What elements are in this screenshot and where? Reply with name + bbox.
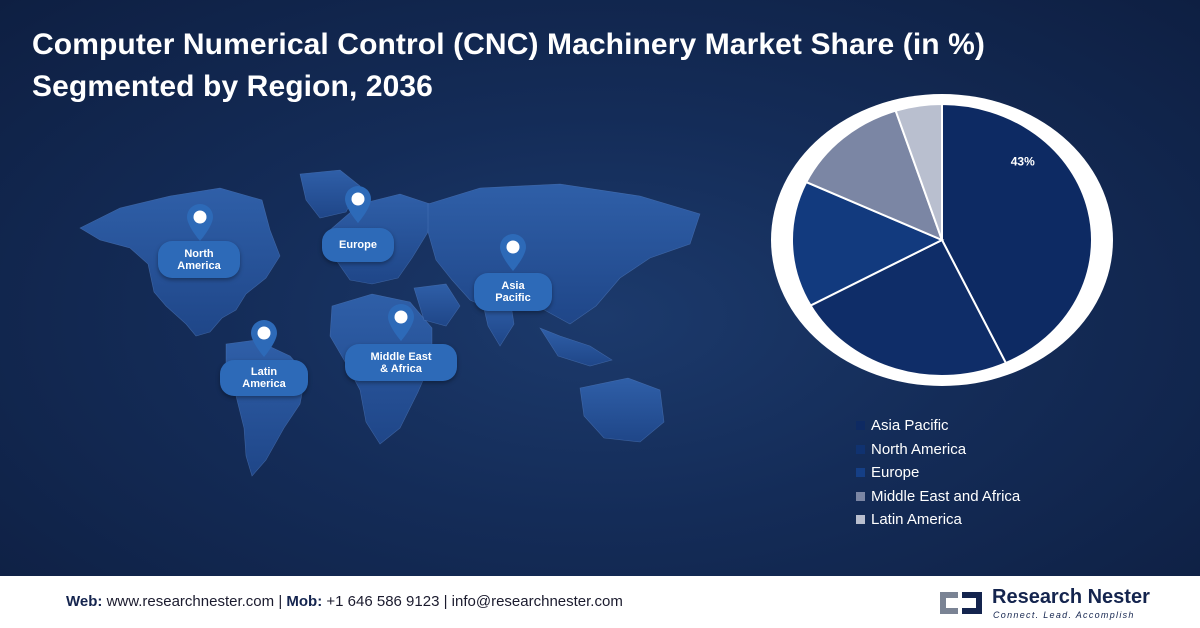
australia-shape bbox=[579, 377, 665, 443]
pie-legend: Asia Pacific North America Europe Middle… bbox=[856, 414, 1020, 532]
latin-america-pin-icon bbox=[251, 320, 277, 357]
research-nester-logo: Research Nester Connect. Lead. Accomplis… bbox=[936, 584, 1150, 622]
legend-item-asia-pacific: Asia Pacific bbox=[856, 414, 1020, 438]
legend-label: Europe bbox=[871, 464, 920, 482]
web-label: Web: bbox=[66, 593, 103, 610]
europe-label: Europe bbox=[322, 228, 394, 262]
legend-item-latin-america: Latin America bbox=[856, 508, 1020, 532]
pie-slice-middle-east-africa bbox=[804, 109, 944, 242]
latin-america-label-line-1: Latin bbox=[250, 366, 278, 378]
pie-slice-north-america bbox=[809, 238, 1008, 377]
asia-pacific-label: Asia Pacific bbox=[474, 273, 552, 311]
southeast-asia-shape bbox=[539, 327, 613, 367]
legend-swatch bbox=[856, 421, 865, 431]
separator: | bbox=[278, 593, 283, 610]
arabia-shape bbox=[413, 283, 461, 327]
greenland-shape bbox=[299, 169, 361, 219]
chart-title: Computer Numerical Control (CNC) Machine… bbox=[32, 24, 985, 108]
asia-pacific-pin-icon bbox=[500, 234, 526, 271]
north-america-label-line-2: America bbox=[177, 259, 221, 272]
title-line-2: Segmented by Region, 2036 bbox=[32, 70, 433, 103]
asia-pacific-label-line-1: Asia bbox=[501, 280, 525, 292]
middle-east-africa-label-line-2: & Africa bbox=[380, 362, 422, 375]
europe-label-line-1: Europe bbox=[339, 239, 377, 251]
separator: | bbox=[443, 593, 448, 610]
mob-label: Mob: bbox=[286, 593, 323, 610]
logo-mark-icon bbox=[940, 592, 982, 614]
pie-slice-latin-america bbox=[894, 102, 943, 241]
middle-east-africa-pin-icon bbox=[388, 304, 414, 341]
north-america-label-line-1: North bbox=[184, 247, 214, 260]
legend-item-middle-east-africa: Middle East and Africa bbox=[856, 485, 1020, 509]
footer-bar: Web: www.researchnester.com | Mob: +1 64… bbox=[0, 576, 1200, 628]
legend-swatch bbox=[856, 444, 865, 454]
legend-swatch bbox=[856, 491, 865, 501]
north-america-label: North America bbox=[158, 241, 240, 278]
phone-number: +1 646 586 9123 bbox=[326, 593, 440, 610]
latin-america-label: Latin America bbox=[220, 360, 308, 396]
europe-pin-icon bbox=[345, 186, 371, 223]
logo-tagline: Connect. Lead. Accomplish bbox=[993, 610, 1135, 620]
infographic-canvas: Computer Numerical Control (CNC) Machine… bbox=[0, 0, 1200, 576]
title-line-1: Computer Numerical Control (CNC) Machine… bbox=[32, 28, 986, 61]
asia-pacific-label-line-2: Pacific bbox=[495, 292, 531, 304]
legend-item-europe: Europe bbox=[856, 461, 1020, 485]
pie-slice-asia-pacific bbox=[941, 102, 1093, 365]
middle-east-africa-label: Middle East & Africa bbox=[345, 344, 457, 381]
north-america-pin-icon bbox=[187, 204, 213, 241]
legend-label: North America bbox=[871, 440, 967, 458]
web-link[interactable]: www.researchnester.com bbox=[106, 593, 275, 610]
pie-slice-europe bbox=[791, 180, 945, 307]
asia-shape bbox=[427, 183, 701, 325]
contact-info: Web: www.researchnester.com | Mob: +1 64… bbox=[66, 593, 623, 610]
legend-label: Asia Pacific bbox=[871, 417, 949, 435]
pie-data-label-asia-pacific: 43% bbox=[1011, 155, 1035, 169]
email-link[interactable]: info@researchnester.com bbox=[451, 593, 623, 610]
latin-america-label-line-2: America bbox=[242, 378, 286, 390]
legend-label: Middle East and Africa bbox=[871, 487, 1021, 505]
pie-chart: 43% bbox=[771, 94, 1113, 386]
middle-east-africa-label-line-1: Middle East bbox=[370, 350, 432, 363]
logo-name: Research Nester bbox=[992, 586, 1150, 608]
legend-swatch bbox=[856, 468, 865, 478]
legend-swatch bbox=[856, 515, 865, 525]
legend-item-north-america: North America bbox=[856, 438, 1020, 462]
legend-label: Latin America bbox=[871, 511, 962, 529]
